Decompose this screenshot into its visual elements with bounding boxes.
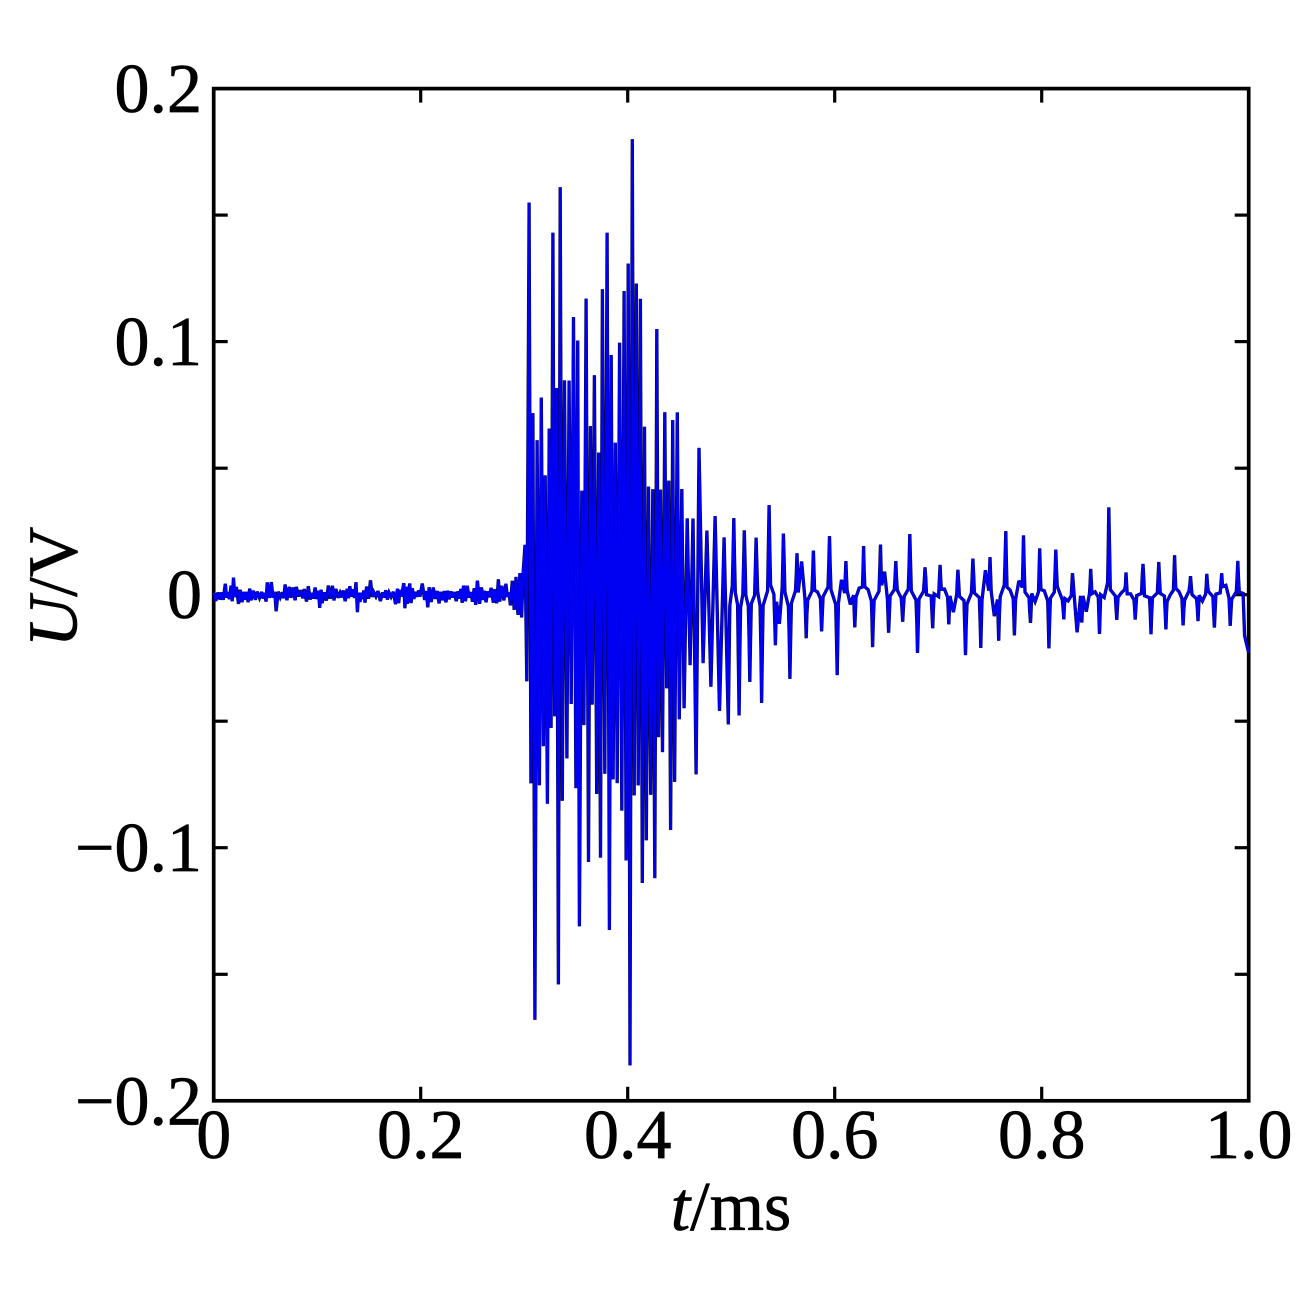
svg-text:1.0: 1.0 xyxy=(1205,1097,1293,1174)
svg-text:0.6: 0.6 xyxy=(791,1097,879,1174)
svg-text:0.2: 0.2 xyxy=(115,51,203,128)
svg-text:0.8: 0.8 xyxy=(998,1097,1086,1174)
svg-text:−0.2: −0.2 xyxy=(75,1063,202,1140)
svg-text:−0.1: −0.1 xyxy=(75,810,202,887)
svg-text:0.1: 0.1 xyxy=(115,304,203,381)
svg-text:0: 0 xyxy=(167,557,202,634)
svg-text:0: 0 xyxy=(196,1097,231,1174)
svg-text:t/ms: t/ms xyxy=(671,1169,792,1246)
svg-text:0.4: 0.4 xyxy=(584,1097,672,1174)
svg-text:U/V: U/V xyxy=(16,527,93,648)
svg-text:0.2: 0.2 xyxy=(377,1097,465,1174)
